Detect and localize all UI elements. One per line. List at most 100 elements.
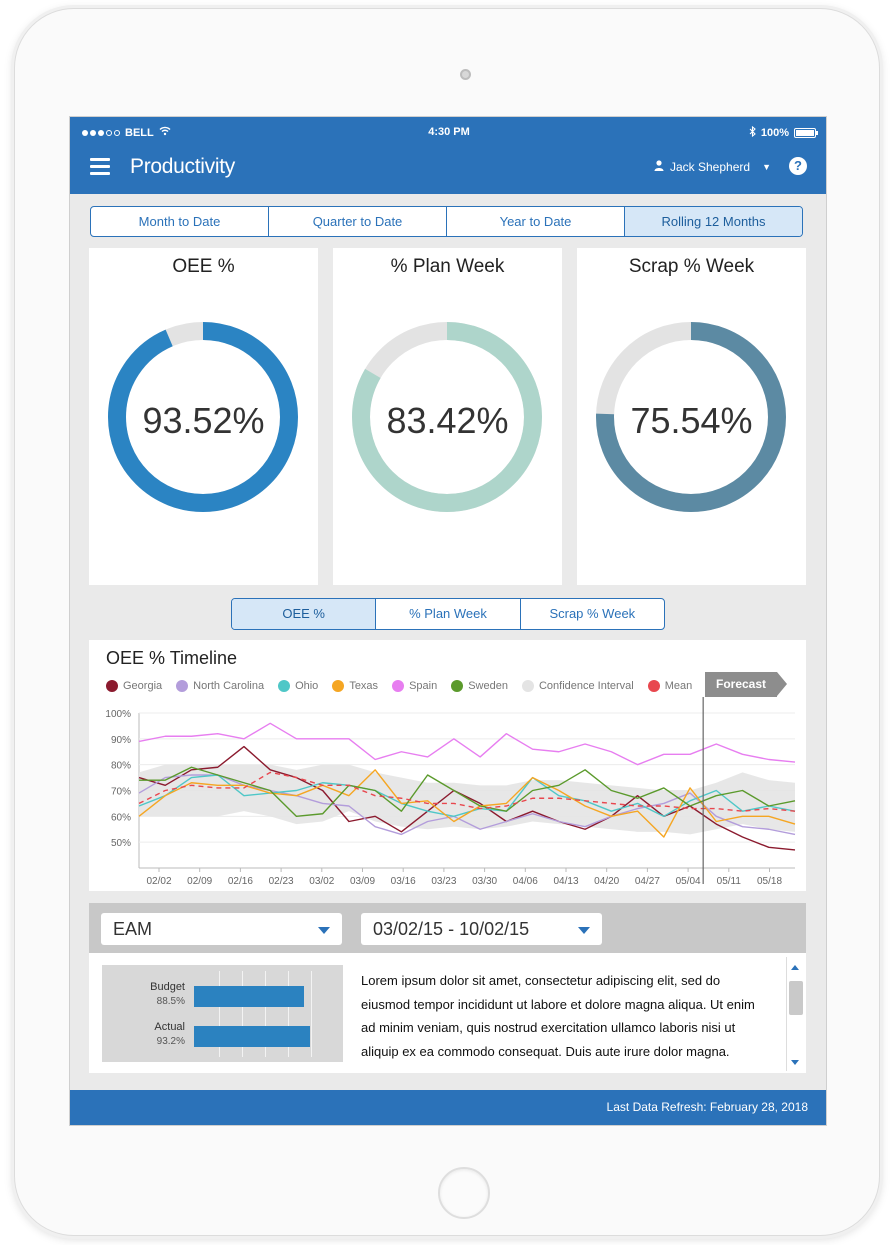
kpi-value: 75.54% <box>630 400 753 441</box>
x-tick-label: 02/16 <box>228 876 253 887</box>
plan-week-donut <box>352 322 542 512</box>
caret-down-icon <box>318 927 330 934</box>
battery-icon <box>794 128 818 138</box>
footer-bar: Last Data Refresh: February 28, 2018 <box>70 1090 826 1125</box>
bar-label-budget: Budget <box>150 981 185 993</box>
bar-label-actual: Actual <box>154 1021 185 1033</box>
legend-item-confidence-interval[interactable]: Confidence Interval <box>521 680 634 692</box>
legend-item-mean[interactable]: Mean <box>647 680 692 692</box>
legend-item-north-carolina[interactable]: North Carolina <box>176 680 264 692</box>
menu-icon[interactable] <box>90 158 110 175</box>
scrollbar[interactable] <box>786 957 803 1071</box>
x-tick-label: 03/30 <box>472 876 497 887</box>
filter-bar: EAM 03/02/15 - 10/02/15 <box>89 903 806 953</box>
user-menu[interactable]: Jack Shepherd ▼ <box>654 160 771 174</box>
description-text: Lorem ipsum dolor sit amet, consectetur … <box>361 973 755 1059</box>
bar-budget <box>194 986 304 1007</box>
last-refresh-text: Last Data Refresh: February 28, 2018 <box>606 1100 808 1114</box>
kpi-card-plan-week: % Plan Week 83.42% <box>333 248 562 585</box>
x-tick-label: 03/09 <box>350 876 375 887</box>
bar-value-actual: 93.2% <box>156 1036 185 1047</box>
series-mean <box>138 771 796 812</box>
kpi-value: 93.52% <box>142 400 265 441</box>
x-tick-label: 03/16 <box>391 876 416 887</box>
x-tick-label: 03/23 <box>431 876 456 887</box>
y-tick-label: 80% <box>111 761 131 772</box>
system-dropdown[interactable]: EAM <box>101 913 342 945</box>
legend-item-ohio[interactable]: Ohio <box>278 680 318 692</box>
x-tick-label: 02/09 <box>187 876 212 887</box>
kpi-title: % Plan Week <box>390 256 505 277</box>
bluetooth-icon <box>749 125 756 140</box>
tab-plan-week[interactable]: % Plan Week <box>376 599 521 629</box>
tab-scrap-week[interactable]: Scrap % Week <box>549 606 636 621</box>
y-tick-label: 90% <box>111 735 131 746</box>
carrier-label: BELL <box>125 126 154 139</box>
x-tick-label: 04/27 <box>635 876 660 887</box>
donut-arc <box>596 322 786 512</box>
series-texas <box>138 769 796 838</box>
x-tick-label: 02/02 <box>146 876 171 887</box>
page-title: Productivity <box>130 155 235 178</box>
kpi-card-oee: OEE % 93.52% <box>89 248 318 585</box>
tab-oee[interactable]: OEE % <box>232 599 377 629</box>
chart-legend: Georgia North Carolina Ohio Texas Spain … <box>106 680 692 692</box>
timeline-panel: 100% 90% 80% 70% 60% 50% 02/02 02/09 02/16 02/23 0… <box>89 640 806 891</box>
home-button[interactable] <box>438 1167 490 1219</box>
tab-rolling-12-months[interactable]: Rolling 12 Months <box>625 207 802 236</box>
bar-actual <box>194 1026 310 1047</box>
kpi-value: 83.42% <box>386 400 509 441</box>
x-tick-label: 05/11 <box>717 876 742 887</box>
legend-item-spain[interactable]: Spain <box>392 680 437 692</box>
chevron-down-icon: ▼ <box>762 162 771 172</box>
forecast-label: Forecast <box>705 672 777 697</box>
date-range-dropdown[interactable]: 03/02/15 - 10/02/15 <box>361 913 602 945</box>
camera-icon <box>460 69 471 80</box>
date-range-value: 03/02/15 - 10/02/15 <box>373 919 530 939</box>
kpi-card-scrap-week: Scrap % Week 75.54% <box>577 248 806 585</box>
scroll-thumb[interactable] <box>789 981 803 1015</box>
x-tick-label: 04/20 <box>594 876 619 887</box>
kpi-title: Scrap % Week <box>628 256 755 277</box>
x-tick-label: 05/18 <box>757 876 782 887</box>
legend-item-texas[interactable]: Texas <box>332 680 378 692</box>
donut-arc <box>108 322 298 512</box>
period-selector: Month to Date Quarter to Date Year to Da… <box>90 206 803 237</box>
help-icon[interactable]: ? <box>789 157 807 175</box>
oee-donut <box>108 322 298 512</box>
series-spain <box>138 722 796 766</box>
clock: 4:30 PM <box>428 126 470 138</box>
status-bar: BELL 4:30 PM 100% <box>70 117 826 145</box>
scrap-week-donut <box>596 322 786 512</box>
metric-selector: OEE % % Plan Week Scrap % Week <box>231 598 665 630</box>
wifi-icon <box>159 126 171 139</box>
kpi-title: OEE % <box>172 256 235 277</box>
tab-year-to-date[interactable]: Year to Date <box>447 207 625 236</box>
timeline-chart: 100% 90% 80% 70% 60% 50% 02/02 02/09 02/16 02/23 0… <box>105 697 796 887</box>
x-tick-label: 05/04 <box>676 876 701 887</box>
y-tick-label: 60% <box>111 812 131 823</box>
signal-icon <box>82 129 120 136</box>
x-tick-label: 04/13 <box>553 876 578 887</box>
caret-down-icon <box>578 927 590 934</box>
scroll-up-icon[interactable] <box>791 965 799 970</box>
tab-quarter-to-date[interactable]: Quarter to Date <box>269 207 447 236</box>
x-tick-label: 04/06 <box>513 876 538 887</box>
y-tick-label: 100% <box>105 709 131 720</box>
series-sweden <box>139 766 796 818</box>
user-icon <box>654 160 664 174</box>
chart-title: OEE % Timeline <box>106 648 238 668</box>
legend-item-georgia[interactable]: Georgia <box>106 680 162 692</box>
y-tick-label: 70% <box>111 787 131 798</box>
tab-month-to-date[interactable]: Month to Date <box>91 207 269 236</box>
scroll-down-icon[interactable] <box>791 1060 799 1065</box>
app-header: BELL 4:30 PM 100% Productivity Jack Shep… <box>70 117 826 194</box>
budget-actual-chart: Budget 88.5% Actual 93.2% <box>102 965 343 1062</box>
bar-value-budget: 88.5% <box>156 996 185 1007</box>
y-tick-label: 50% <box>111 838 131 849</box>
legend-item-sweden[interactable]: Sweden <box>451 680 508 692</box>
battery-percent: 100% <box>760 127 789 139</box>
forecast-marker: Forecast <box>705 672 789 697</box>
x-tick-label: 03/02 <box>309 876 334 887</box>
confidence-interval-band <box>139 764 795 835</box>
